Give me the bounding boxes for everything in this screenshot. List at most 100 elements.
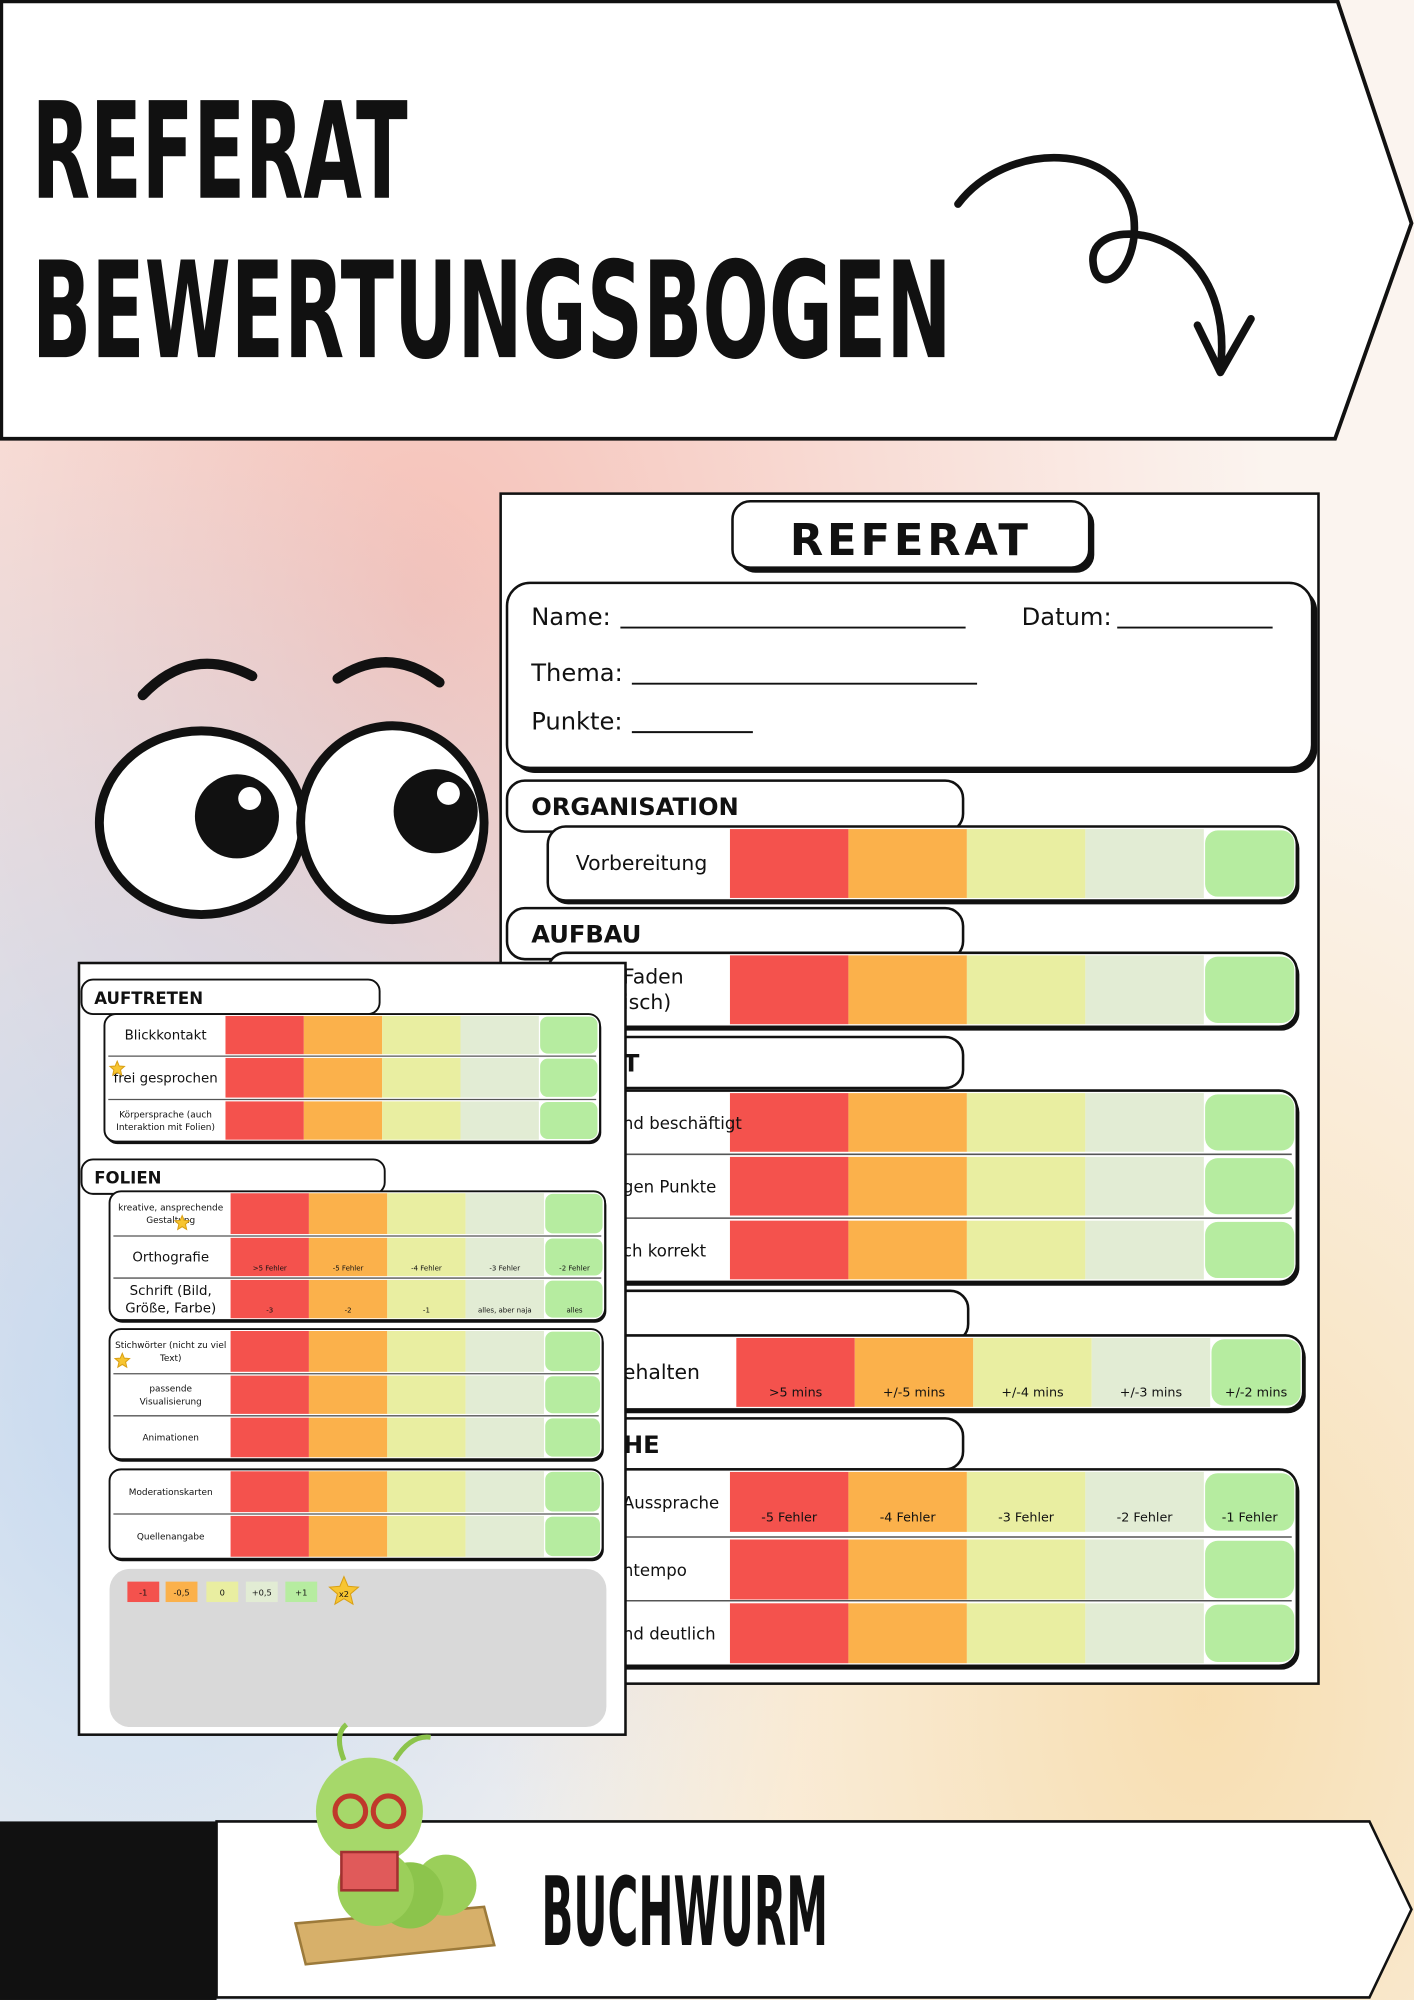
cell-label: -2 <box>345 1305 352 1314</box>
cell-label: -4 Fehler <box>880 1511 937 1526</box>
row-label: Körpersprache (auch <box>119 1110 212 1120</box>
rating-cell <box>973 1337 1092 1407</box>
row-label: Gestaltung <box>146 1216 195 1226</box>
rating-cell <box>545 1193 603 1234</box>
section-heading: FOLIEN <box>94 1169 161 1188</box>
cell-label: alles, aber naja <box>478 1305 532 1314</box>
rating-cell <box>545 1516 601 1557</box>
row-label: htempo <box>623 1561 687 1580</box>
rating-cell <box>230 1279 309 1319</box>
row-label: gen Punkte <box>623 1178 716 1197</box>
rating-cell <box>382 1058 461 1098</box>
cell-label: -5 Fehler <box>333 1263 364 1272</box>
rating-cell <box>230 1330 309 1372</box>
rating-cell <box>230 1417 309 1458</box>
rating-cell <box>387 1193 466 1235</box>
legend-star-label: x2 <box>339 1589 349 1599</box>
rating-cell <box>387 1375 466 1414</box>
row-label: nd deutlich <box>623 1625 716 1644</box>
row-label: Schrift (Bild, <box>130 1284 212 1299</box>
row-label: Stichwörter (nicht zu viel <box>115 1341 226 1351</box>
section-heading: AUFBAU <box>531 921 641 949</box>
legend-chip <box>165 1581 198 1603</box>
rating-cell <box>848 1220 967 1280</box>
rating-cell <box>540 1058 598 1097</box>
cell-label: +/-5 mins <box>883 1386 946 1401</box>
rating-cell <box>1205 956 1295 1023</box>
rating-cell <box>966 1220 1086 1280</box>
rating-cell <box>729 1603 849 1664</box>
cell-label: >5 Fehler <box>253 1263 287 1272</box>
rating-cell <box>382 1101 461 1140</box>
cell-label: +/-3 mins <box>1120 1386 1183 1401</box>
curly-arrow <box>954 153 1255 377</box>
rating-cell <box>225 1101 304 1140</box>
rating-cell <box>1085 1471 1204 1532</box>
row-label: Aussprache <box>623 1493 719 1512</box>
rating-cell <box>225 1015 304 1055</box>
rating-cell <box>729 1156 849 1216</box>
rating-cell <box>308 1193 388 1235</box>
row-label: passende <box>149 1385 192 1395</box>
cell-label: alles <box>566 1305 582 1314</box>
cell-label: -5 Fehler <box>761 1511 818 1526</box>
rating-cell <box>308 1417 388 1458</box>
rating-cell <box>308 1375 388 1414</box>
rating-cell <box>1205 1158 1295 1215</box>
rating-cell <box>1211 1339 1301 1406</box>
rating-cell <box>1085 1156 1204 1216</box>
cell-label: -2 Fehler <box>559 1263 590 1272</box>
legend-label: 0 <box>220 1588 225 1598</box>
rating-cell <box>387 1471 466 1513</box>
rating-cell <box>1205 830 1295 897</box>
row-label: Quellenangabe <box>137 1532 205 1542</box>
rating-cell <box>545 1331 601 1372</box>
rating-cell <box>465 1515 544 1557</box>
rating-cell <box>230 1193 309 1235</box>
rating-cell <box>230 1515 309 1557</box>
form-label: Punkte: <box>531 708 622 736</box>
eyes <box>94 657 489 925</box>
cell-label: +/-2 mins <box>1225 1386 1288 1401</box>
rating-cell <box>1091 1337 1211 1407</box>
rating-cell <box>1205 1473 1295 1531</box>
rating-cell <box>1085 829 1204 898</box>
rating-cell <box>729 1539 849 1600</box>
row-label: Interaktion mit Folien) <box>116 1123 215 1133</box>
front-sheet: AUFTRETEN Blickkontakt frei gesprochen Körp… <box>77 961 627 1736</box>
rating-cell <box>545 1418 601 1457</box>
rating-cell <box>308 1330 388 1372</box>
star-icon <box>113 1351 131 1369</box>
rating-cell <box>308 1279 388 1319</box>
rating-cell <box>848 955 967 1025</box>
footer-banner <box>215 1820 1413 1999</box>
rating-cell <box>848 1539 967 1600</box>
rating-cell <box>460 1058 539 1098</box>
rating-cell <box>848 1471 967 1532</box>
row-label: Text) <box>159 1354 181 1364</box>
cell-label: -1 <box>423 1305 430 1314</box>
row-label: Visualisierung <box>140 1397 202 1407</box>
rating-cell <box>545 1280 603 1318</box>
row-label: isch) <box>623 990 671 1014</box>
legend-label: +0,5 <box>252 1588 272 1598</box>
cell-label: -3 Fehler <box>489 1263 520 1272</box>
rating-cell <box>382 1015 461 1055</box>
cell-label: -2 Fehler <box>1117 1511 1174 1526</box>
rating-cell <box>303 1058 383 1098</box>
legend-chip <box>127 1581 160 1603</box>
rating-cell <box>230 1471 309 1513</box>
rating-cell <box>545 1238 603 1276</box>
legend-label: -1 <box>139 1588 147 1598</box>
legend-chip <box>206 1581 239 1603</box>
rating-cell <box>1205 1094 1295 1151</box>
rating-cell <box>387 1237 466 1277</box>
row-label: Orthografie <box>132 1251 209 1266</box>
rating-cell <box>308 1237 388 1277</box>
rating-cell <box>387 1515 466 1557</box>
section-heading: ORGANISATION <box>531 793 739 821</box>
rating-cell <box>1085 1539 1204 1600</box>
rating-cell <box>729 1220 849 1280</box>
legend-label: +1 <box>295 1588 307 1598</box>
rating-cell <box>465 1279 544 1319</box>
